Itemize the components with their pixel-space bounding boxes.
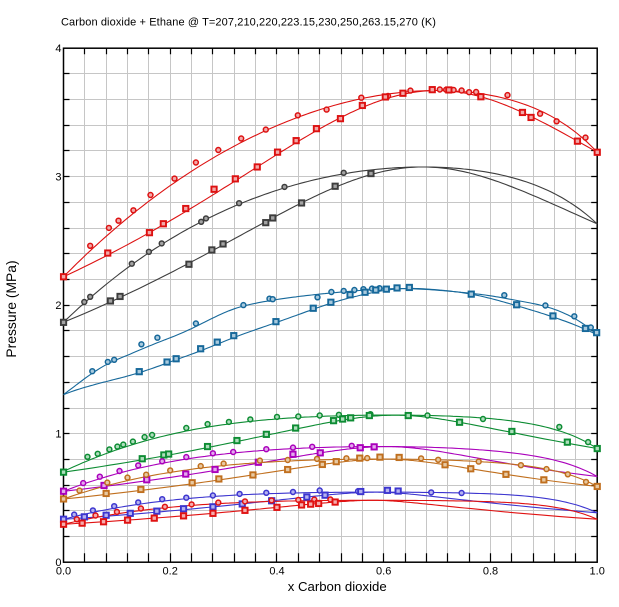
svg-text:3: 3 [55, 171, 61, 183]
svg-text:0.8: 0.8 [483, 566, 498, 578]
svg-text:Carbon dioxide + Ethane @ T=20: Carbon dioxide + Ethane @ T=207,210,220,… [61, 16, 436, 28]
svg-text:4: 4 [55, 43, 61, 55]
svg-text:1: 1 [55, 428, 61, 440]
svg-text:0.4: 0.4 [269, 566, 284, 578]
svg-text:0.2: 0.2 [163, 566, 178, 578]
svg-text:x Carbon dioxide: x Carbon dioxide [288, 579, 387, 594]
svg-text:Pressure (MPa): Pressure (MPa) [3, 260, 19, 357]
svg-text:2: 2 [55, 300, 61, 312]
svg-text:0.6: 0.6 [376, 566, 391, 578]
svg-text:1.0: 1.0 [590, 566, 605, 578]
svg-text:0: 0 [55, 557, 61, 569]
svg-text:0.0: 0.0 [56, 566, 71, 578]
